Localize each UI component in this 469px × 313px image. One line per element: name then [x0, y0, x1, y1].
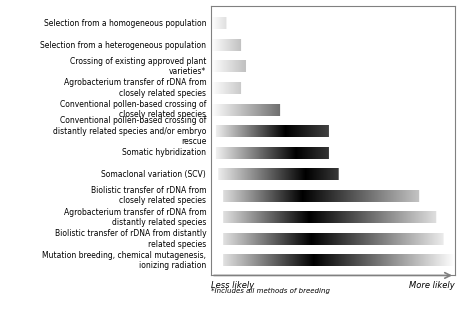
Text: Agrobacterium transfer of rDNA from
distantly related species: Agrobacterium transfer of rDNA from dist…: [63, 208, 206, 227]
Text: Biolistic transfer of rDNA from distantly
related species: Biolistic transfer of rDNA from distantl…: [54, 229, 206, 249]
Text: Less likely: Less likely: [211, 281, 254, 290]
Text: Selection from a heterogeneous population: Selection from a heterogeneous populatio…: [40, 40, 206, 49]
Text: Agrobacterium transfer of rDNA from
closely related species: Agrobacterium transfer of rDNA from clos…: [63, 78, 206, 98]
Text: Somatic hybridization: Somatic hybridization: [122, 148, 206, 157]
Text: Biolistic transfer of rDNA from
closely related species: Biolistic transfer of rDNA from closely …: [91, 186, 206, 205]
Text: Crossing of existing approved plant
varieties*: Crossing of existing approved plant vari…: [70, 57, 206, 76]
Text: Mutation breeding, chemical mutagenesis,
ionizing radiation: Mutation breeding, chemical mutagenesis,…: [42, 251, 206, 270]
Text: Selection from a homogeneous population: Selection from a homogeneous population: [44, 19, 206, 28]
Text: *Includes all methods of breeding: *Includes all methods of breeding: [211, 288, 330, 295]
Text: More likely: More likely: [409, 281, 455, 290]
Text: Conventional pollen-based crossing of
closely related species: Conventional pollen-based crossing of cl…: [60, 100, 206, 119]
Text: Conventional pollen-based crossing of
distantly related species and/or embryo
re: Conventional pollen-based crossing of di…: [53, 116, 206, 146]
Text: Somaclonal variation (SCV): Somaclonal variation (SCV): [101, 170, 206, 179]
